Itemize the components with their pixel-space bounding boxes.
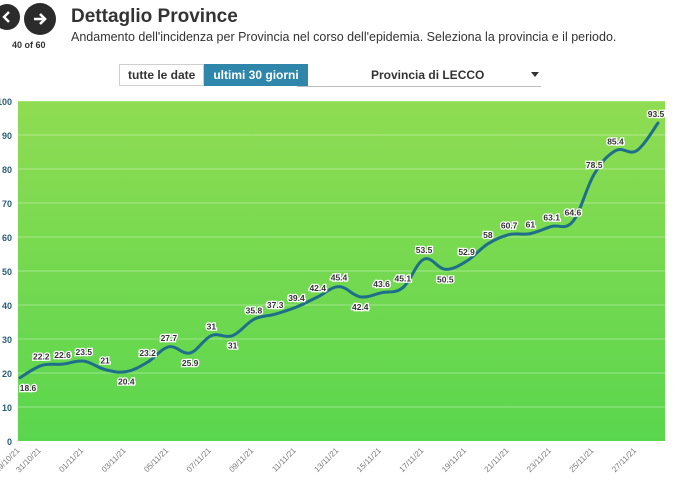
- grid-lines: [18, 100, 665, 408]
- data-label: 64.6: [565, 207, 582, 217]
- y-tick-label: 60: [2, 233, 12, 243]
- province-select-value: Provincia di LECCO: [371, 68, 485, 82]
- x-tick-label: 27/11/21: [610, 446, 638, 474]
- y-tick-label: 100: [0, 97, 12, 107]
- data-label: 61: [526, 220, 536, 230]
- x-tick-label: 03/11/21: [100, 446, 128, 474]
- y-tick-label: 50: [2, 267, 12, 277]
- page-counter: 40 of 60: [12, 40, 46, 50]
- data-label: 78.5: [586, 160, 603, 170]
- incidence-chart: 0102030405060708090100 29/10/2131/10/210…: [0, 97, 666, 475]
- y-tick-label: 30: [2, 335, 12, 345]
- y-tick-label: 10: [2, 403, 12, 413]
- y-tick-label: 90: [2, 131, 12, 141]
- data-label: 93.5: [648, 109, 665, 119]
- data-label: 22.6: [54, 350, 71, 360]
- x-tick-label: 11/11/21: [270, 446, 298, 474]
- y-tick-label: 40: [2, 301, 12, 311]
- y-axis: 0 10 20 30 40 50 60 70 80 90 100: [0, 97, 12, 447]
- data-label: 85.4: [607, 137, 624, 147]
- y-tick-label: 20: [2, 369, 12, 379]
- y-tick-label: 70: [2, 199, 12, 209]
- page-subtitle: Andamento dell'incidenza per Provincia n…: [71, 30, 617, 44]
- x-tick-label: 25/11/21: [568, 446, 596, 474]
- x-tick-label: 13/11/21: [312, 446, 340, 474]
- y-tick-label: 0: [7, 437, 12, 447]
- data-label: 53.5: [416, 245, 433, 255]
- province-select[interactable]: Provincia di LECCO: [297, 64, 541, 87]
- data-label: 52.9: [458, 247, 475, 257]
- data-label: 23.2: [139, 348, 156, 358]
- period-toggle: tutte le date ultimi 30 giorni: [119, 64, 308, 86]
- arrow-left-icon: [2, 11, 10, 23]
- data-label: 31: [207, 322, 217, 332]
- data-label: 25.9: [182, 358, 199, 368]
- x-tick-label: 19/11/21: [440, 446, 468, 474]
- series-line: [18, 121, 660, 380]
- data-label: 45.4: [331, 273, 348, 283]
- data-label: 42.4: [352, 302, 369, 312]
- x-tick-label: 05/11/21: [142, 446, 170, 474]
- y-tick-label: 80: [2, 165, 12, 175]
- next-button[interactable]: [24, 3, 56, 35]
- data-label: 23.5: [76, 347, 93, 357]
- data-label: 43.6: [373, 279, 390, 289]
- data-label: 39.4: [288, 293, 305, 303]
- all-dates-button[interactable]: tutte le date: [119, 64, 205, 86]
- data-label: 42.4: [309, 283, 326, 293]
- data-label: 31: [228, 341, 238, 351]
- data-label: 63.1: [543, 212, 560, 222]
- data-labels: 18.6 22.2 22.6 23.5 21 20.4 23.2 27.7 25.9 31 31 35…: [18, 108, 665, 394]
- data-label: 20.4: [118, 377, 135, 387]
- plot-background: [18, 101, 665, 441]
- previous-button[interactable]: [0, 4, 20, 30]
- x-tick-label: 07/11/21: [185, 446, 213, 474]
- x-tick-label: 15/11/21: [355, 446, 383, 474]
- arrow-right-icon: [34, 13, 47, 25]
- page-title: Dettaglio Province: [71, 6, 238, 27]
- data-label: 58: [483, 230, 493, 240]
- data-label: 21: [100, 356, 110, 366]
- data-label: 35.8: [246, 305, 263, 315]
- x-tick-label: 01/11/21: [57, 446, 85, 474]
- x-tick-label: 23/11/21: [525, 446, 553, 474]
- data-label: 27.7: [161, 333, 178, 343]
- x-tick-label: 09/11/21: [227, 446, 255, 474]
- data-label: 18.6: [20, 383, 37, 393]
- data-label: 60.7: [501, 221, 518, 231]
- last-30-days-button[interactable]: ultimi 30 giorni: [204, 64, 308, 86]
- chevron-down-icon: [531, 72, 539, 77]
- data-label: 45.1: [395, 274, 412, 284]
- x-tick-label: 17/11/21: [398, 446, 426, 474]
- data-label: 22.2: [33, 352, 50, 362]
- data-label: 50.5: [437, 274, 454, 284]
- x-tick-label: 21/11/21: [483, 446, 511, 474]
- record-navigator: 40 of 60: [0, 3, 56, 50]
- data-label: 37.3: [267, 300, 284, 310]
